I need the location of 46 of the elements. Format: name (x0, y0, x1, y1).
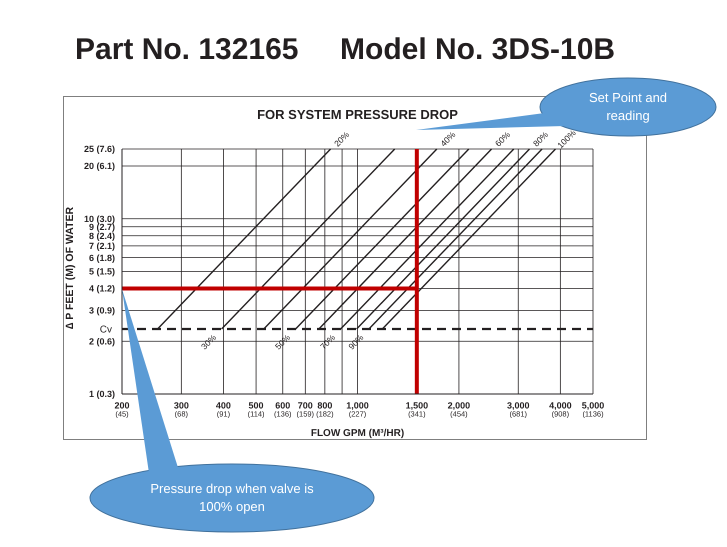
y-tick-label: 8 (88, 230, 94, 241)
x-tick-label: 4,000 (549, 400, 572, 410)
text: (2.1) (96, 241, 115, 252)
text: Model No. 3DS-10B (340, 33, 616, 67)
x-tick-label: 800 (317, 400, 332, 410)
y-axis-title: ∆ P FEET (M) OF WATER (64, 206, 76, 330)
x-tick-label: 2,000 (448, 400, 470, 410)
text: (6.1) (96, 161, 115, 172)
y-tick-label: 6 (88, 252, 94, 263)
y-tick-label: 5 (88, 266, 94, 277)
x-tick-label: 3,000 (506, 400, 530, 410)
text: 40% (438, 129, 458, 149)
text: (0.9) (96, 306, 115, 316)
text: (1.8) (96, 252, 115, 263)
text: (3.0) (96, 214, 115, 224)
x-axis-title: FLOW GPM (M³/HR) (310, 428, 404, 439)
y-tick-label: 9 (88, 222, 94, 232)
text: Pressure drop when valve is 100% open (149, 480, 315, 516)
y-tick-label: 25 (84, 144, 94, 154)
ref-line-label: Cv (100, 324, 112, 336)
y-tick-label: 10 (84, 214, 94, 224)
text: (0.6) (96, 336, 115, 346)
y-tick-label: 3 (88, 306, 94, 316)
text: (7.6) (96, 144, 115, 154)
y-tick-label: 4 (88, 284, 94, 294)
x-tick-label: 5,000 (582, 400, 604, 410)
y-tick-label: 1 (88, 389, 94, 400)
text: (1.2) (96, 284, 115, 294)
x-tick-label: 400 (216, 400, 231, 410)
text: (2.4) (96, 230, 115, 241)
text: Set Point and reading (588, 89, 668, 125)
text: 60% (493, 129, 512, 149)
chart-title: FOR SYSTEM PRESSURE DROP (257, 107, 458, 122)
text: (1.5) (96, 266, 115, 277)
x-tick-label: 600 (275, 400, 290, 410)
text: Part No. 132165 (75, 33, 298, 67)
x-tick-label: 300 (174, 400, 189, 410)
x-tick-label: 700 (298, 400, 313, 410)
x-tick-label: 200 (114, 400, 130, 410)
x-tick-label: 500 (248, 400, 264, 410)
x-tick-label: 1,000 (346, 400, 369, 410)
y-tick-label: 7 (88, 241, 94, 252)
text: (0.3) (96, 389, 115, 400)
x-tick-label: 1,500 (406, 400, 428, 410)
y-tick-label: 2 (88, 336, 94, 346)
y-tick-label: 20 (84, 161, 94, 172)
